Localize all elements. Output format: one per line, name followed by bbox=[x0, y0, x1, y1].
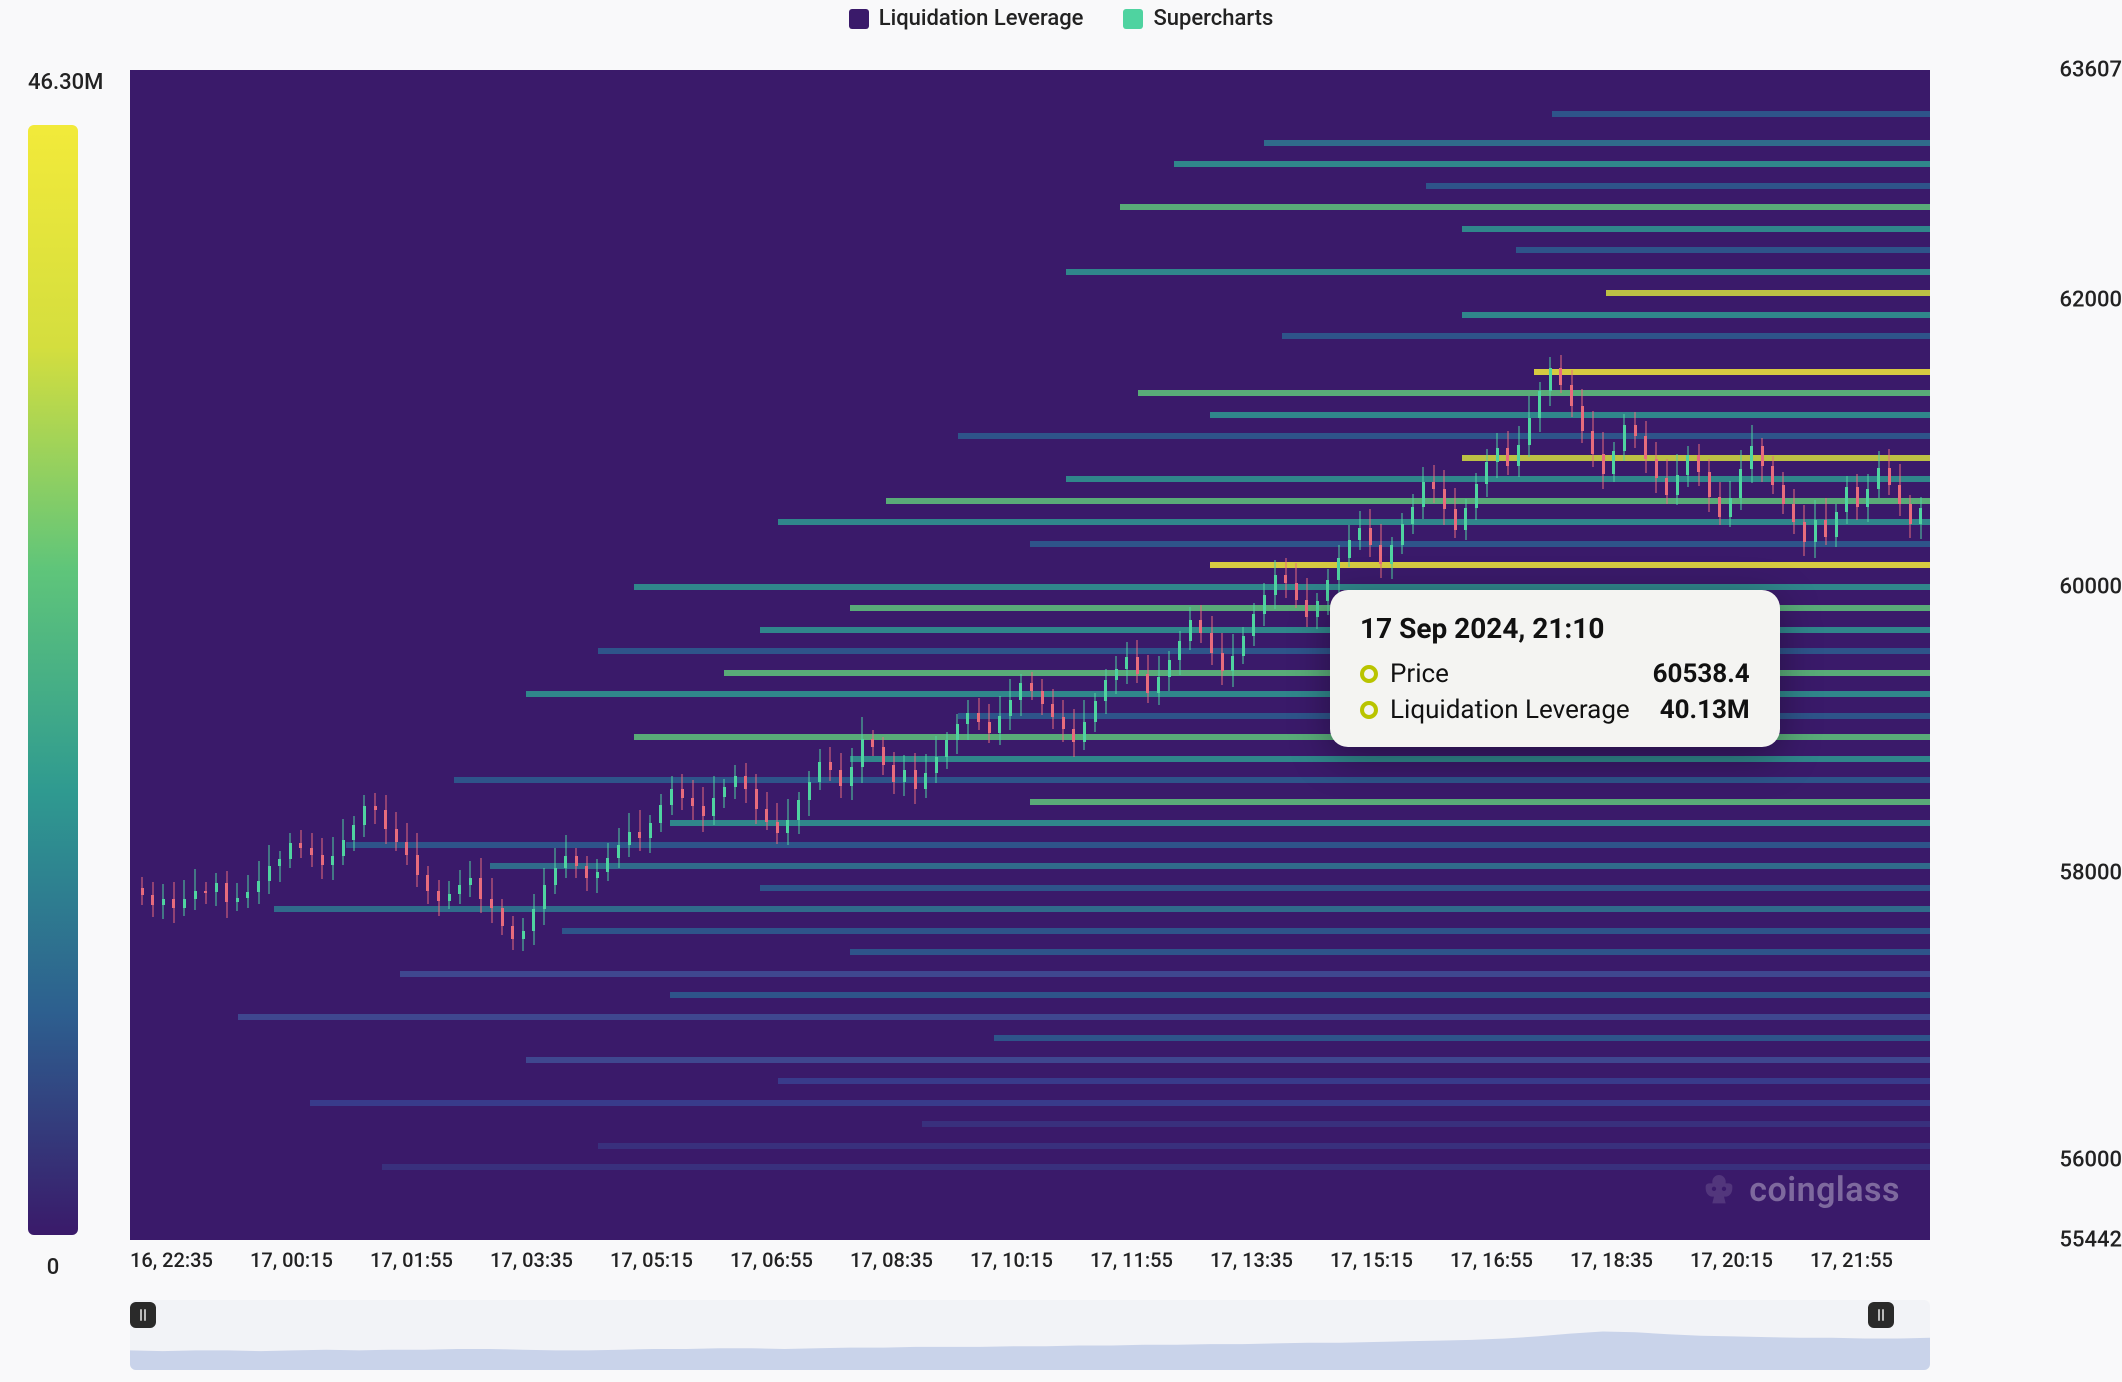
y-axis-label: 60000 bbox=[2059, 574, 2122, 599]
heat-band bbox=[598, 1143, 1930, 1149]
x-axis-label: 17, 13:35 bbox=[1210, 1248, 1330, 1272]
legend-label: Liquidation Leverage bbox=[879, 6, 1084, 31]
x-axis: 16, 22:3517, 00:1517, 01:5517, 03:3517, … bbox=[130, 1248, 1930, 1272]
heat-band bbox=[670, 820, 1930, 826]
x-axis-label: 17, 21:55 bbox=[1810, 1248, 1930, 1272]
x-axis-label: 17, 16:55 bbox=[1450, 1248, 1570, 1272]
heat-band bbox=[1282, 333, 1930, 339]
heat-band bbox=[778, 1078, 1930, 1084]
heat-band bbox=[274, 906, 1930, 912]
x-axis-label: 17, 03:35 bbox=[490, 1248, 610, 1272]
heat-band bbox=[634, 584, 1930, 590]
heat-band bbox=[1462, 312, 1930, 318]
watermark: coinglass bbox=[1699, 1170, 1900, 1210]
y-axis-label: 56000 bbox=[2059, 1148, 2122, 1173]
x-axis-label: 17, 15:15 bbox=[1330, 1248, 1450, 1272]
heat-band bbox=[1264, 140, 1930, 146]
legend-swatch-icon bbox=[849, 9, 869, 29]
navigator-area bbox=[130, 1300, 1930, 1370]
watermark-icon bbox=[1699, 1170, 1739, 1210]
gradient-max-label: 46.30M bbox=[28, 70, 78, 95]
heat-band bbox=[958, 433, 1930, 439]
x-axis-label: 17, 08:35 bbox=[850, 1248, 970, 1272]
x-axis-label: 17, 05:15 bbox=[610, 1248, 730, 1272]
y-axis-label: 62000 bbox=[2059, 288, 2122, 313]
chart-area[interactable]: coinglass 17 Sep 2024, 21:10 Price 60538… bbox=[130, 70, 1930, 1240]
x-axis-label: 17, 20:15 bbox=[1690, 1248, 1810, 1272]
heat-band bbox=[1174, 161, 1930, 167]
heat-band bbox=[1066, 269, 1930, 275]
heat-band bbox=[886, 498, 1930, 504]
heat-band bbox=[454, 777, 1930, 783]
tooltip-row-value: 40.13M bbox=[1660, 695, 1750, 725]
y-axis-label: 55442 bbox=[2059, 1228, 2122, 1253]
heat-band bbox=[400, 971, 1930, 977]
heat-band bbox=[1606, 290, 1930, 296]
heat-band bbox=[1030, 541, 1930, 547]
y-axis-label: 58000 bbox=[2059, 861, 2122, 886]
heat-band bbox=[1462, 455, 1930, 461]
x-axis-label: 17, 18:35 bbox=[1570, 1248, 1690, 1272]
y-axis-label: 63607 bbox=[2059, 58, 2122, 83]
navigator-handle-right[interactable] bbox=[1868, 1302, 1894, 1328]
heat-band bbox=[1552, 111, 1930, 117]
tooltip-row-value: 60538.4 bbox=[1653, 659, 1750, 689]
tooltip-row-price: Price 60538.4 bbox=[1360, 659, 1750, 689]
gradient-bar-icon bbox=[28, 125, 78, 1235]
heat-band bbox=[850, 949, 1930, 955]
heat-band bbox=[760, 885, 1930, 891]
navigator[interactable] bbox=[130, 1300, 1930, 1370]
heat-band bbox=[1120, 204, 1930, 210]
legend-label: Supercharts bbox=[1153, 6, 1273, 31]
heat-band bbox=[310, 1100, 1930, 1106]
heat-band bbox=[1462, 226, 1930, 232]
x-axis-label: 17, 01:55 bbox=[370, 1248, 490, 1272]
tooltip-title: 17 Sep 2024, 21:10 bbox=[1360, 612, 1750, 645]
heat-band bbox=[238, 1014, 1930, 1020]
y-axis: 636076200060000580005600055442 bbox=[2032, 70, 2122, 1240]
heat-band bbox=[490, 863, 1930, 869]
heat-band bbox=[346, 842, 1930, 848]
heat-band bbox=[1534, 369, 1930, 375]
tooltip-dot-icon bbox=[1360, 665, 1378, 683]
legend-swatch-icon bbox=[1123, 9, 1143, 29]
root: Liquidation Leverage Supercharts 46.30M … bbox=[0, 0, 2122, 1382]
gradient-min-label: 0 bbox=[28, 1255, 78, 1280]
heat-band bbox=[1210, 412, 1930, 418]
x-axis-label: 16, 22:35 bbox=[130, 1248, 250, 1272]
tooltip-row-label: Liquidation Leverage bbox=[1390, 695, 1630, 725]
legend: Liquidation Leverage Supercharts bbox=[0, 6, 2122, 31]
legend-item-supercharts[interactable]: Supercharts bbox=[1123, 6, 1273, 31]
heat-band bbox=[1426, 183, 1930, 189]
heat-band bbox=[850, 756, 1930, 762]
heat-band bbox=[670, 992, 1930, 998]
heat-band bbox=[1516, 247, 1930, 253]
x-axis-label: 17, 06:55 bbox=[730, 1248, 850, 1272]
heat-band bbox=[1210, 562, 1930, 568]
tooltip-row-leverage: Liquidation Leverage 40.13M bbox=[1360, 695, 1750, 725]
heat-band bbox=[778, 519, 1930, 525]
heat-band bbox=[994, 1035, 1930, 1041]
tooltip: 17 Sep 2024, 21:10 Price 60538.4 Liquida… bbox=[1330, 590, 1780, 747]
x-axis-label: 17, 11:55 bbox=[1090, 1248, 1210, 1272]
legend-item-liquidation[interactable]: Liquidation Leverage bbox=[849, 6, 1084, 31]
x-axis-label: 17, 00:15 bbox=[250, 1248, 370, 1272]
watermark-text: coinglass bbox=[1749, 1170, 1900, 1210]
heat-band bbox=[526, 1057, 1930, 1063]
navigator-handle-left[interactable] bbox=[130, 1302, 156, 1328]
x-axis-label: 17, 10:15 bbox=[970, 1248, 1090, 1272]
tooltip-row-label: Price bbox=[1390, 659, 1449, 689]
heat-band bbox=[1066, 476, 1930, 482]
heat-band bbox=[562, 928, 1930, 934]
heat-band bbox=[922, 1121, 1930, 1127]
tooltip-dot-icon bbox=[1360, 701, 1378, 719]
heat-band bbox=[1138, 390, 1930, 396]
gradient-scale: 46.30M 0 bbox=[28, 70, 78, 1280]
heat-band bbox=[382, 1164, 1930, 1170]
heat-band bbox=[1030, 799, 1930, 805]
